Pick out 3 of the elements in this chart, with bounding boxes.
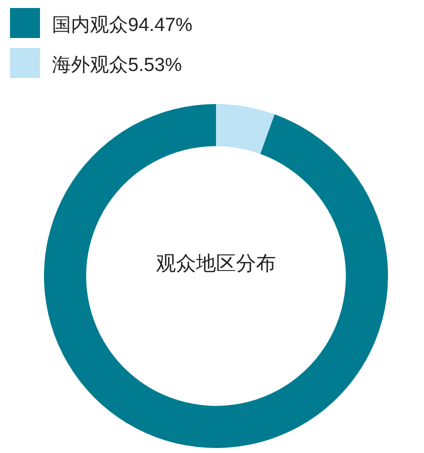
legend-label: 国内观众94.47% [52, 15, 193, 36]
text: 观众地区分布 [156, 253, 276, 275]
legend-label: 海外观众5.53% [52, 55, 182, 76]
